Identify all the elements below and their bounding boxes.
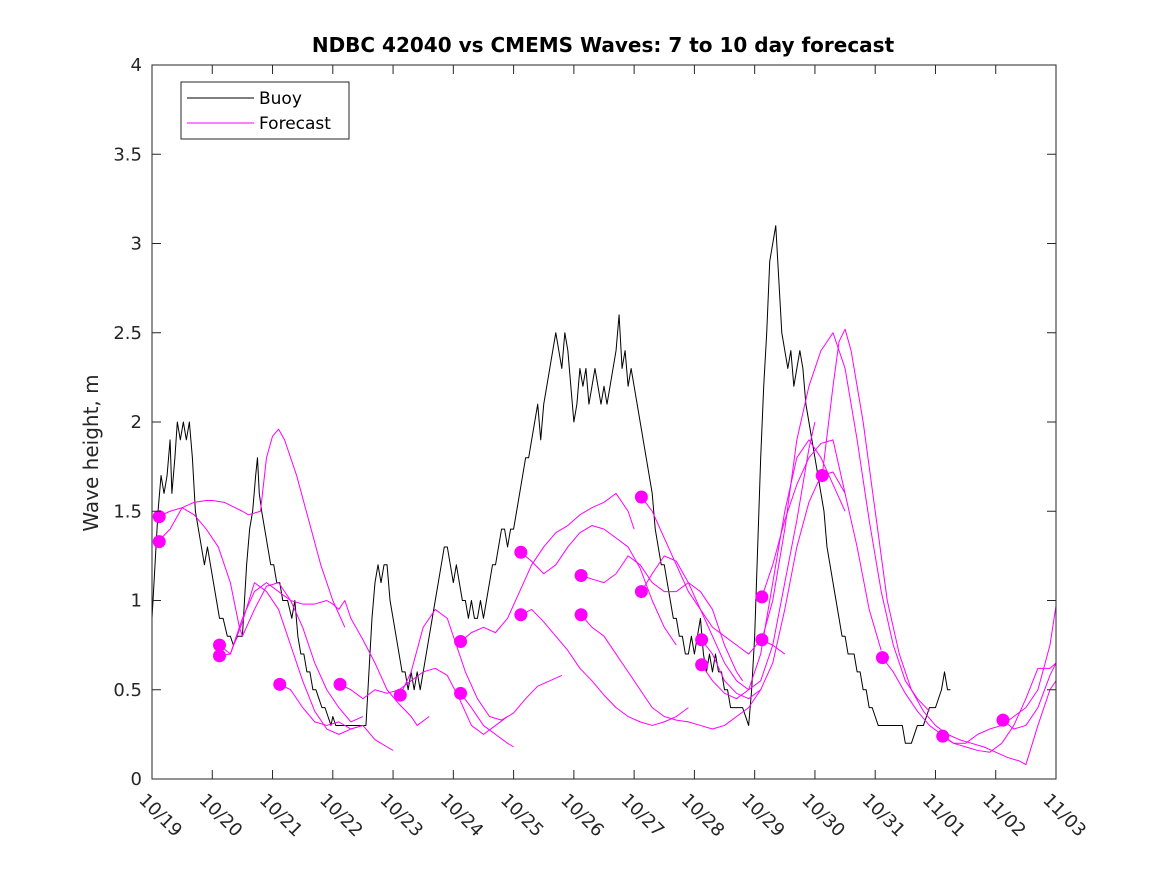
legend-box <box>180 81 350 140</box>
forecast-line <box>157 507 364 723</box>
marker-layer <box>152 469 1010 743</box>
forecast-start-marker <box>574 569 588 583</box>
y-tick-label: 2.5 <box>113 323 142 344</box>
y-tick-label: 0 <box>131 769 142 790</box>
buoy-line <box>152 225 951 744</box>
forecast-start-marker <box>152 510 166 524</box>
forecast-start-marker <box>212 649 226 663</box>
forecast-line <box>219 582 430 726</box>
forecast-start-marker <box>634 585 648 599</box>
forecast-line <box>821 328 1056 766</box>
forecast-line <box>339 667 508 735</box>
forecast-line <box>520 525 677 646</box>
y-tick-label: 0.5 <box>113 680 142 701</box>
forecast-start-marker <box>454 686 468 700</box>
forecast-line <box>520 608 689 726</box>
forecast-start-marker <box>695 658 709 672</box>
forecast-line <box>701 439 846 700</box>
forecast-line <box>761 332 930 712</box>
forecast-line <box>279 683 394 751</box>
forecast-line <box>157 428 346 628</box>
forecast-line <box>460 492 635 642</box>
forecast-start-marker <box>695 633 709 647</box>
legend: Buoy Forecast <box>180 81 350 140</box>
forecast-start-marker <box>393 688 407 702</box>
y-axis: 0 0.5 1 1.5 2 2.5 3 3.5 4 <box>113 55 1056 790</box>
forecast-line <box>882 657 1056 753</box>
forecast-start-marker <box>514 545 528 559</box>
forecast-start-marker <box>333 677 347 691</box>
chart-title: NDBC 42040 vs CMEMS Waves: 7 to 10 day f… <box>312 33 895 57</box>
forecast-start-marker <box>212 638 226 652</box>
forecast-start-marker <box>634 490 648 504</box>
legend-label-forecast: Forecast <box>259 114 331 134</box>
forecast-line <box>399 608 563 721</box>
forecast-start-marker <box>875 651 889 665</box>
forecast-start-marker <box>454 635 468 649</box>
y-tick-label: 3 <box>131 234 142 255</box>
forecast-line <box>219 582 364 735</box>
forecast-line <box>640 421 816 691</box>
y-axis-label: Wave height, m <box>79 374 103 531</box>
forecast-start-marker <box>514 608 528 622</box>
forecast-start-marker <box>755 590 769 604</box>
series-layer <box>152 225 1056 766</box>
forecast-line <box>761 439 882 651</box>
legend-label-buoy: Buoy <box>259 89 302 109</box>
forecast-start-marker <box>574 608 588 622</box>
forecast-line <box>580 614 762 730</box>
y-tick-label: 4 <box>131 55 142 76</box>
forecast-line <box>460 693 514 748</box>
forecast-start-marker <box>815 469 829 483</box>
y-tick-label: 3.5 <box>113 144 142 165</box>
forecast-start-marker <box>152 535 166 549</box>
y-tick-label: 2 <box>131 412 142 433</box>
y-tick-label: 1.5 <box>113 501 142 522</box>
y-tick-label: 1 <box>131 591 142 612</box>
forecast-line <box>1002 662 1056 730</box>
forecast-start-marker <box>996 713 1010 727</box>
forecast-start-marker <box>273 677 287 691</box>
forecast-start-marker <box>755 633 769 647</box>
forecast-start-marker <box>936 729 950 743</box>
